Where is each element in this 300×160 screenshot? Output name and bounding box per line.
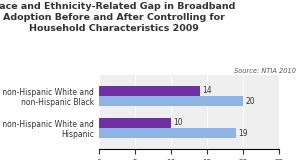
Bar	[99, 96, 243, 106]
Bar	[99, 118, 171, 128]
Bar	[99, 128, 236, 138]
Text: Source: NTIA 2010: Source: NTIA 2010	[233, 68, 296, 74]
Bar	[99, 86, 200, 96]
Text: 19: 19	[238, 129, 247, 138]
Text: 20: 20	[245, 97, 255, 106]
Text: 10: 10	[173, 118, 183, 127]
Text: 14: 14	[202, 86, 211, 95]
Text: Race and Ethnicity-Related Gap in Broadband
Adoption Before and After Controllin: Race and Ethnicity-Related Gap in Broadb…	[0, 2, 236, 33]
